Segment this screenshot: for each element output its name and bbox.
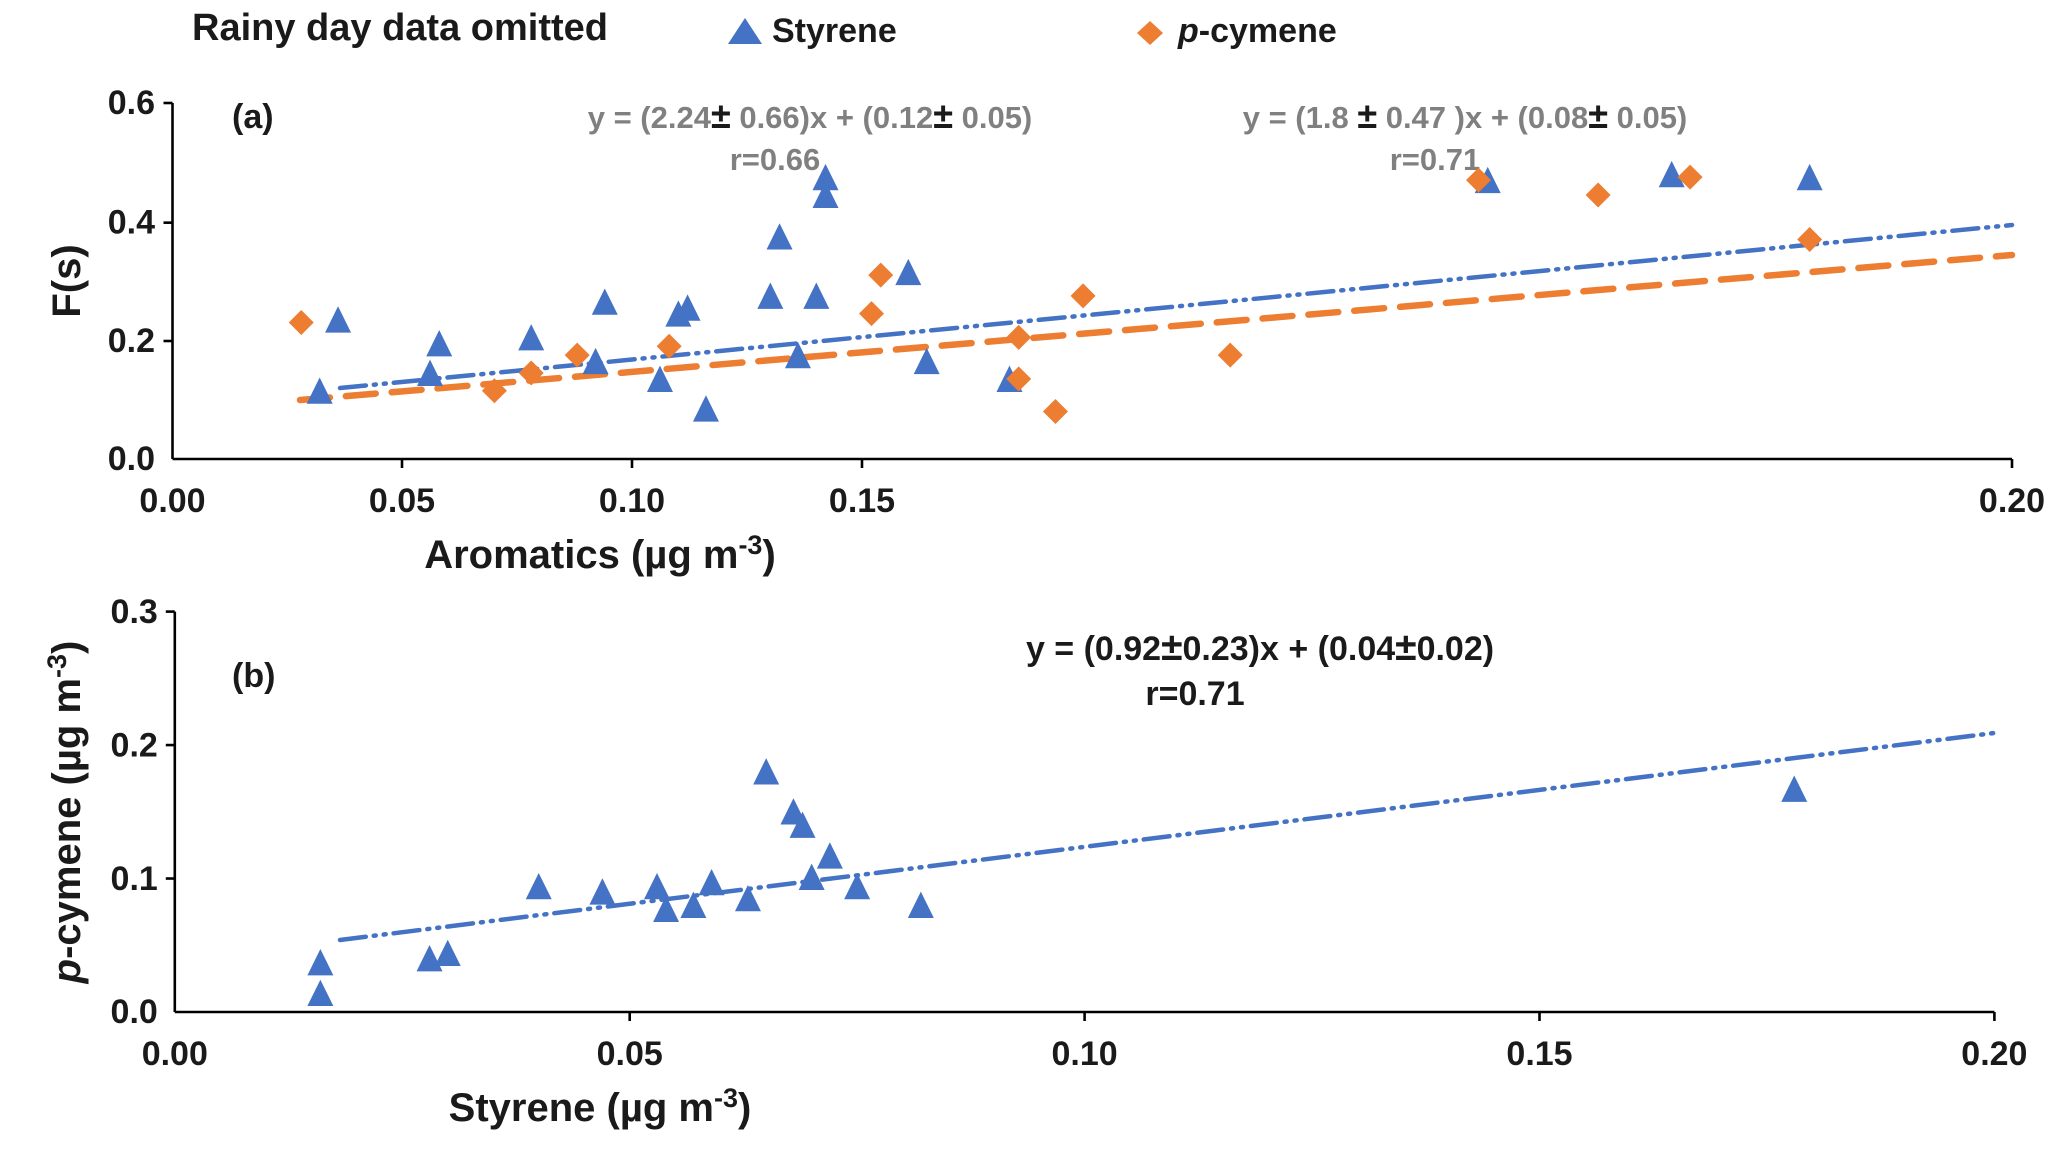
svg-text:0.4: 0.4 [108,204,155,242]
svg-text:r=0.71: r=0.71 [1390,142,1481,177]
svg-text:(b): (b) [232,657,275,695]
svg-text:r=0.66: r=0.66 [730,142,821,177]
svg-text:0.0: 0.0 [111,993,158,1031]
svg-text:0.05: 0.05 [369,482,435,520]
svg-text:r=0.71: r=0.71 [1145,675,1244,713]
svg-text:0.2: 0.2 [108,322,155,360]
svg-text:(a): (a) [232,98,274,136]
svg-text:0.3: 0.3 [111,593,158,631]
svg-text:p-cymene (µg m-3): p-cymene (µg m-3) [42,641,89,985]
svg-text:0.1: 0.1 [111,860,158,898]
svg-text:0.10: 0.10 [1052,1035,1118,1073]
svg-text:Styrene (µg m-3): Styrene (µg m-3) [449,1083,752,1130]
svg-text:0.05: 0.05 [597,1035,663,1073]
svg-text:0.10: 0.10 [599,482,665,520]
svg-text:0.00: 0.00 [139,482,205,520]
svg-text:0.15: 0.15 [829,482,895,520]
svg-text:0.6: 0.6 [108,84,155,122]
svg-text:0.2: 0.2 [111,727,158,765]
svg-text:0.20: 0.20 [1979,482,2045,520]
svg-text:Rainy day data omitted: Rainy day data omitted [192,7,608,49]
svg-text:0.00: 0.00 [142,1035,208,1073]
svg-text:p-cymene: p-cymene [1177,12,1337,50]
svg-text:Styrene: Styrene [772,12,897,50]
svg-text:0.0: 0.0 [108,440,155,478]
svg-text:y = (2.24± 0.66)x + (0.12± 0.0: y = (2.24± 0.66)x + (0.12± 0.05) [588,95,1033,136]
svg-text:F(s): F(s) [45,244,89,317]
svg-text:y = (1.8 ± 0.47 )x + (0.08± 0.: y = (1.8 ± 0.47 )x + (0.08± 0.05) [1243,95,1688,136]
svg-text:0.20: 0.20 [1961,1035,2027,1073]
svg-text:y = (0.92±0.23)x + (0.04±0.02): y = (0.92±0.23)x + (0.04±0.02) [1026,626,1494,669]
svg-text:Aromatics (µg m-3): Aromatics (µg m-3) [424,530,776,577]
svg-text:0.15: 0.15 [1506,1035,1572,1073]
